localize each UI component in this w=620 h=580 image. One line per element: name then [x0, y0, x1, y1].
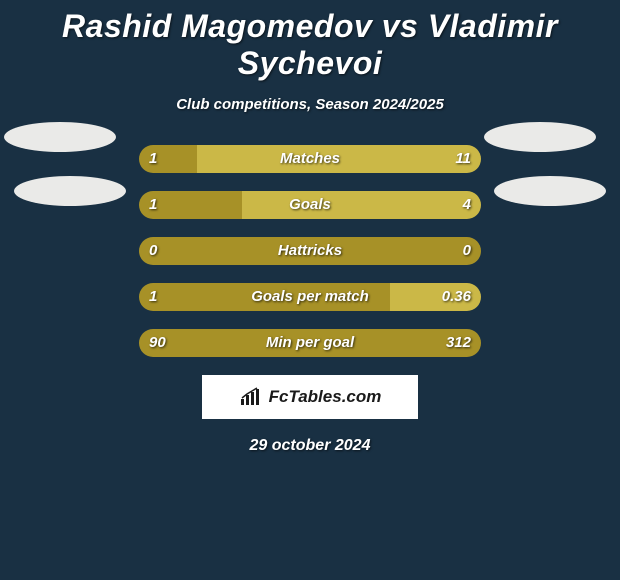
date-text: 29 october 2024 — [0, 437, 620, 455]
source-logo: FcTables.com — [202, 375, 418, 419]
stat-row: 00Hattricks — [0, 237, 620, 265]
stat-label: Matches — [139, 145, 481, 173]
stat-label: Min per goal — [139, 329, 481, 357]
stat-row: 10.36Goals per match — [0, 283, 620, 311]
logo-text: FcTables.com — [269, 387, 382, 407]
chart-icon — [239, 387, 265, 407]
stat-label: Hattricks — [139, 237, 481, 265]
subtitle: Club competitions, Season 2024/2025 — [0, 96, 620, 113]
page-title: Rashid Magomedov vs Vladimir Sychevoi — [0, 0, 620, 82]
stat-label: Goals per match — [139, 283, 481, 311]
stat-row: 111Matches — [0, 145, 620, 173]
stat-row: 14Goals — [0, 191, 620, 219]
comparison-chart: 111Matches 14Goals 00Hattricks 10.36Goals p… — [0, 145, 620, 455]
stat-row: 90312Min per goal — [0, 329, 620, 357]
stat-label: Goals — [139, 191, 481, 219]
